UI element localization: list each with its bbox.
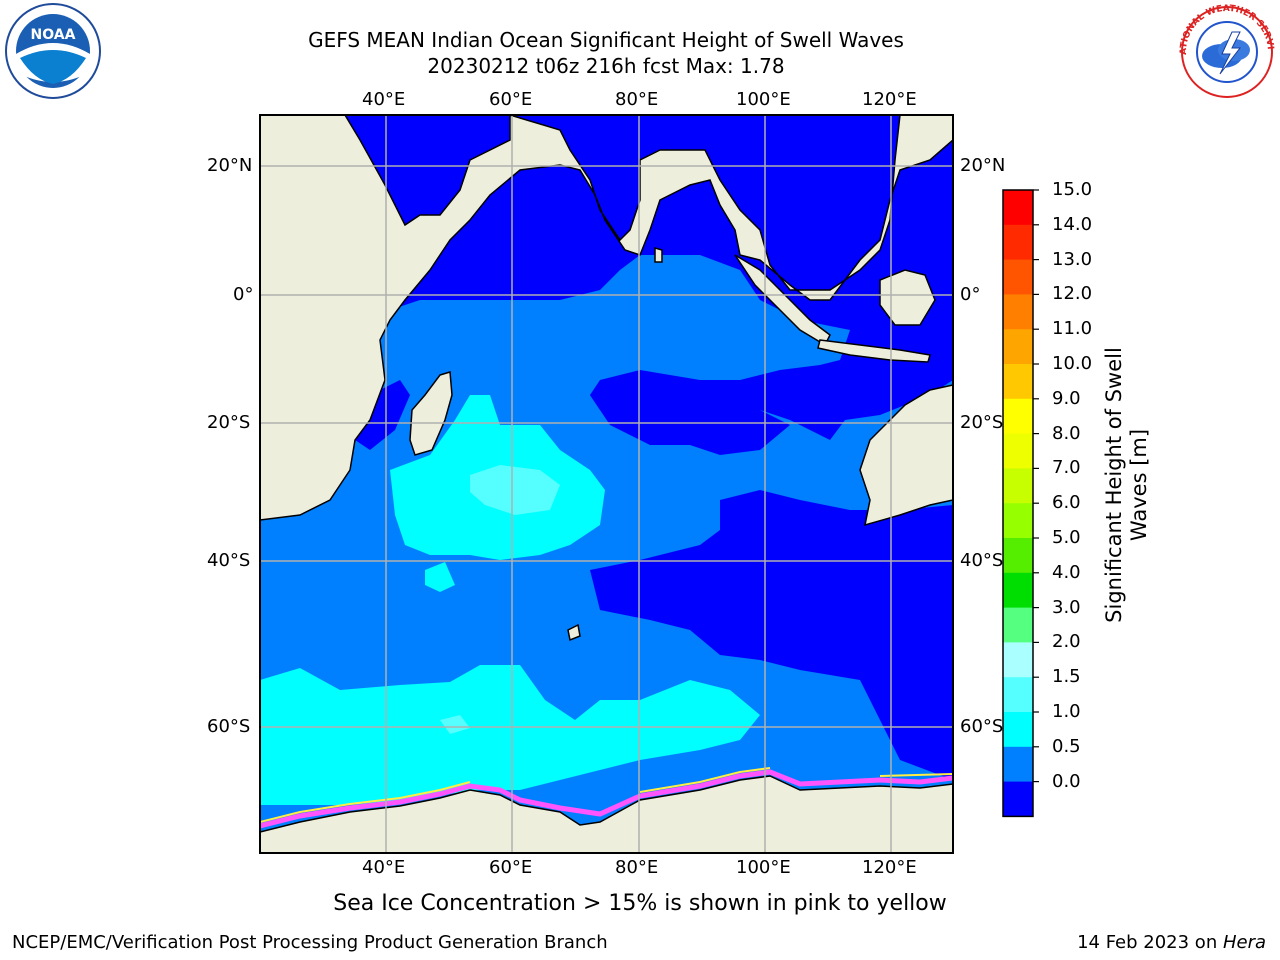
colorbar-swatch — [1003, 677, 1033, 713]
sea-ice-yellow — [260, 767, 953, 823]
lon-label-bottom: 120°E — [862, 857, 917, 878]
lon-label-top: 120°E — [862, 89, 917, 110]
lon-label-top: 40°E — [362, 89, 406, 110]
wave-region-cyan-south — [260, 665, 760, 805]
colorbar-tick-label: 1.5 — [1052, 666, 1081, 688]
lat-label-left: 60°S — [207, 716, 251, 737]
colorbar-tick-label: 12.0 — [1052, 283, 1093, 305]
lon-label-bottom: 100°E — [736, 857, 791, 878]
land-java — [817, 339, 931, 363]
land-africa — [260, 115, 953, 521]
chart-title: GEFS MEAN Indian Ocean Significant Heigh… — [308, 28, 904, 52]
footer-date-text: 14 Feb 2023 on — [1077, 932, 1223, 953]
colorbar-tick-label: 1.0 — [1052, 701, 1081, 722]
lon-label-top: 100°E — [736, 89, 791, 110]
colorbar-swatch — [1003, 259, 1033, 295]
colorbar-tick-label: 14.0 — [1052, 213, 1093, 235]
land-madagascar — [409, 371, 453, 456]
lat-label-right: 20°N — [960, 155, 1006, 176]
colorbar-swatch — [1003, 329, 1033, 365]
colorbar-tick-label: 13.0 — [1052, 248, 1093, 270]
land-antarctica — [260, 775, 953, 853]
sea-ice-fringe — [260, 769, 953, 829]
land-sumatra — [734, 254, 831, 347]
footer-credit: NCEP/EMC/Verification Post Processing Pr… — [12, 932, 608, 953]
lat-label-right: 40°S — [960, 550, 1004, 571]
colorbar-tick-label: 5.0 — [1052, 527, 1081, 548]
graticule — [260, 115, 953, 853]
colorbar-tick-label: 15.0 — [1052, 179, 1093, 200]
colorbar-swatch — [1003, 642, 1033, 678]
colorbar-swatch — [1003, 294, 1033, 330]
colorbar-swatch — [1003, 398, 1033, 435]
land-srilanka — [654, 247, 663, 263]
colorbar-swatch — [1003, 607, 1033, 643]
chart-subtitle: 20230212 t06z 216h fcst Max: 1.78 — [427, 54, 785, 78]
land-kerguelen — [567, 623, 581, 642]
colorbar-swatch — [1003, 224, 1033, 261]
nws-logo: NATIONAL WEATHER SERVICE — [1176, 4, 1275, 98]
colorbar-tick-label: 0.0 — [1052, 770, 1081, 792]
colorbar-swatch — [1003, 190, 1033, 226]
footer-date: 14 Feb 2023 on Hera — [1077, 932, 1266, 953]
colorbar-swatch — [1003, 433, 1033, 469]
colorbar-tick-label: 8.0 — [1052, 422, 1081, 444]
colorbar-swatch — [1003, 364, 1033, 400]
colorbar-tick-label: 9.0 — [1052, 387, 1081, 409]
colorbar-tick-label: 10.0 — [1052, 353, 1093, 374]
colorbar-swatch — [1003, 781, 1033, 817]
land-australia — [859, 384, 953, 527]
lat-label-left: 20°N — [207, 155, 253, 176]
colorbar-swatch — [1003, 572, 1033, 609]
colorbar-tick-label: 2.0 — [1052, 631, 1081, 653]
lat-label-left: 0° — [233, 284, 254, 305]
lat-label-right: 0° — [960, 284, 981, 305]
colorbar — [1002, 189, 1039, 818]
sea-ice-note: Sea Ice Concentration > 15% is shown in … — [333, 891, 947, 916]
colorbar-swatch — [1003, 538, 1033, 574]
lon-label-bottom: 40°E — [362, 857, 406, 878]
wave-region-lightcyan-core — [470, 465, 560, 515]
wave-region-deep-north — [260, 115, 953, 445]
colorbar-tick-label: 11.0 — [1052, 318, 1093, 340]
colorbar-tick-label: 0.5 — [1052, 735, 1081, 757]
noaa-logo: NOAA — [5, 3, 101, 99]
wave-region-deep-southeast — [590, 490, 953, 780]
colorbar-title: Significant Height of Swell Waves [m] — [1102, 347, 1151, 623]
colorbar-swatch — [1003, 712, 1033, 748]
lat-label-left: 40°S — [207, 550, 251, 571]
lon-label-bottom: 60°E — [489, 857, 533, 878]
lat-label-right: 60°S — [960, 716, 1004, 737]
lat-label-right: 20°S — [960, 412, 1004, 433]
colorbar-tick-label: 4.0 — [1052, 561, 1081, 583]
wave-region-cyan-small — [425, 562, 455, 592]
wave-region-lightcyan-south — [440, 715, 470, 734]
lon-label-bottom: 80°E — [615, 857, 659, 878]
lat-label-left: 20°S — [207, 412, 251, 433]
land-borneo — [879, 269, 936, 326]
lon-label-top: 80°E — [615, 89, 659, 110]
lon-label-top: 60°E — [489, 89, 533, 110]
map-frame — [259, 114, 954, 854]
noaa-logo-text: NOAA — [31, 27, 76, 43]
colorbar-swatch — [1003, 468, 1033, 504]
colorbar-swatch — [1003, 746, 1033, 783]
colorbar-tick-label: 7.0 — [1052, 457, 1081, 479]
colorbar-tick-label: 3.0 — [1052, 596, 1081, 618]
colorbar-tick-label: 6.0 — [1052, 492, 1081, 514]
footer-machine: Hera — [1222, 932, 1266, 953]
colorbar-swatch — [1003, 503, 1033, 539]
